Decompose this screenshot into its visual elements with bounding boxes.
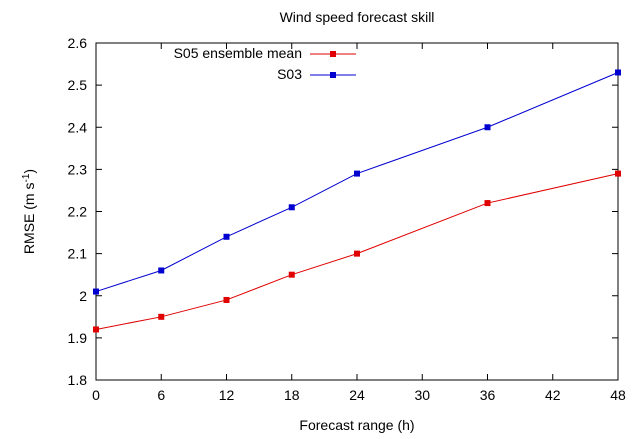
- axis-ticks: 0 6 12 18 24 30 36 42 48 1.8 1.9 2 2.1 2.2 2.3 2.4 2.5 2.…: [68, 35, 626, 403]
- y-tick-label: 2.3: [68, 161, 88, 177]
- y-axis-label-close: ): [21, 169, 37, 174]
- data-point-s03: [354, 170, 360, 177]
- legend-entry-s05: S05 ensemble mean: [174, 45, 356, 61]
- x-tick-label: 12: [219, 387, 235, 403]
- y-tick-label: 1.9: [68, 330, 88, 346]
- y-axis-label-superscript: -1: [21, 173, 32, 182]
- data-point-s03: [93, 288, 99, 295]
- y-axis-label: RMSE (m s-1): [21, 169, 37, 254]
- y-tick-label: 2.5: [68, 77, 88, 93]
- x-tick-label: 18: [284, 387, 300, 403]
- legend: S05 ensemble mean S03: [174, 45, 356, 82]
- legend-marker-s05: [330, 51, 336, 57]
- series-lines: [95, 72, 619, 330]
- x-tick-label: 24: [349, 387, 365, 403]
- data-point-s05: [288, 271, 295, 278]
- y-tick-label: 2.6: [68, 35, 88, 51]
- y-tick-label: 2.2: [68, 204, 88, 220]
- x-tick-label: 36: [480, 387, 496, 403]
- legend-label-s03: S03: [277, 66, 302, 82]
- data-point-s03: [615, 69, 621, 76]
- data-point-s03: [223, 233, 230, 240]
- x-tick-label: 6: [157, 387, 165, 403]
- data-point-s05: [93, 326, 99, 333]
- data-point-s05: [354, 250, 360, 257]
- legend-label-s05: S05 ensemble mean: [174, 45, 302, 61]
- data-point-s03: [288, 204, 295, 211]
- data-point-s05: [223, 296, 230, 303]
- plot-frame: [95, 42, 619, 381]
- data-point-s03: [484, 124, 491, 131]
- x-tick-label: 42: [545, 387, 561, 403]
- x-tick-label: 0: [92, 387, 100, 403]
- data-point-s05: [484, 200, 491, 207]
- y-tick-label: 1.8: [68, 372, 88, 388]
- legend-entry-s03: S03: [277, 66, 356, 82]
- y-tick-label: 2: [79, 288, 87, 304]
- x-tick-label: 30: [414, 387, 430, 403]
- series-points: [93, 69, 621, 333]
- chart-title: Wind speed forecast skill: [280, 9, 435, 25]
- x-axis-label: Forecast range (h): [299, 417, 414, 433]
- data-point-s05: [615, 170, 621, 177]
- x-tick-label: 48: [610, 387, 626, 403]
- legend-marker-s03: [330, 72, 336, 78]
- data-point-s05: [158, 313, 165, 320]
- data-point-s03: [158, 267, 165, 274]
- series-line-s03: [95, 72, 619, 293]
- y-tick-label: 2.1: [68, 246, 88, 262]
- y-tick-label: 2.4: [68, 119, 88, 135]
- y-axis-label-main: RMSE (m s: [21, 183, 37, 255]
